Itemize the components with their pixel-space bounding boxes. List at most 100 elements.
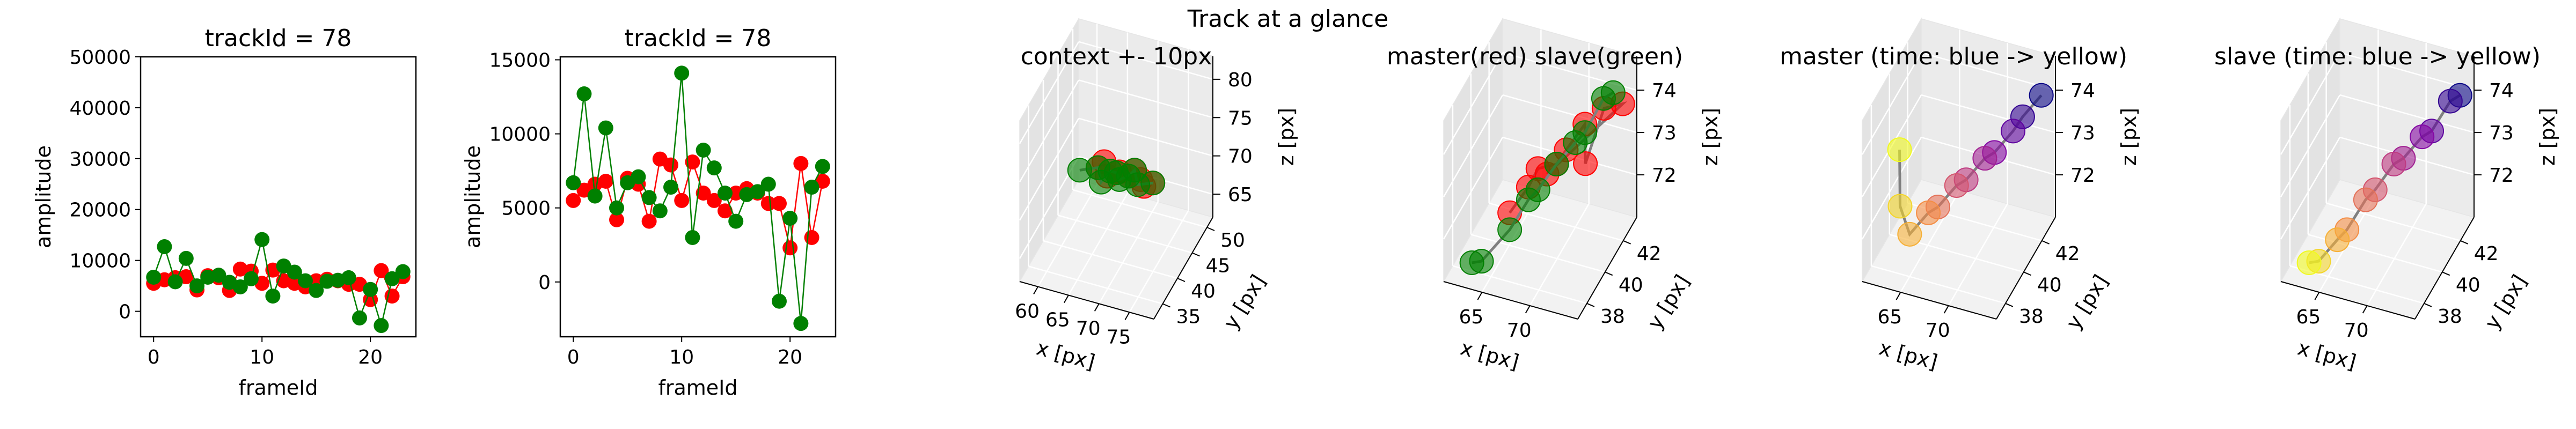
y-tick-label: 38 xyxy=(2019,306,2044,328)
y-tick xyxy=(2424,302,2432,307)
plot-frame xyxy=(559,56,837,338)
grid-line xyxy=(2326,202,2461,242)
x-tick-label: 65 xyxy=(2296,306,2321,328)
grid-line xyxy=(1019,41,1080,144)
data-point xyxy=(782,240,798,256)
side-pane xyxy=(1443,17,1503,283)
data-point xyxy=(641,213,657,229)
data-point xyxy=(1972,146,1997,171)
grid-line xyxy=(1019,118,1080,221)
y-tick xyxy=(2041,240,2050,245)
y-tick xyxy=(1586,302,1595,307)
x-tick-label: 0 xyxy=(148,346,160,368)
y-tick xyxy=(1623,240,1631,245)
data-point xyxy=(1572,120,1598,145)
x-tick-label: 60 xyxy=(1015,301,1040,323)
data-point xyxy=(641,190,657,205)
data-point xyxy=(566,175,581,190)
z-tick-label: 70 xyxy=(1228,146,1253,168)
z-tick-label: 74 xyxy=(1652,80,1677,102)
x-tick-label: 75 xyxy=(1107,326,1131,348)
z-tick-label: 73 xyxy=(2070,122,2095,144)
grid-line xyxy=(1058,214,1192,254)
data-point xyxy=(167,274,183,290)
y-tick-label: 20000 xyxy=(69,199,131,221)
data-point xyxy=(341,270,356,285)
x-tick xyxy=(2362,305,2368,314)
data-point xyxy=(2296,250,2322,275)
data-point xyxy=(804,230,819,245)
data-point xyxy=(717,186,733,201)
x-tick-label: 20 xyxy=(358,346,383,368)
data-point xyxy=(652,203,668,219)
data-point xyxy=(1497,217,1523,242)
data-point xyxy=(771,293,787,309)
y-tick xyxy=(1162,303,1170,308)
z-tick-label: 73 xyxy=(2489,122,2514,144)
data-point xyxy=(1544,151,1569,176)
x-tick xyxy=(1094,303,1100,312)
grid-line xyxy=(1078,41,1213,80)
z-tick-label: 74 xyxy=(2070,80,2095,102)
data-point xyxy=(2381,151,2406,176)
x-tick-label: 10 xyxy=(250,346,274,368)
data-point xyxy=(760,176,776,192)
amplitude-panel-2: trackId = 78 0 10 20 0 5000 10000 15000 frameId a… xyxy=(461,25,837,400)
x-tick-label: 0 xyxy=(567,346,580,368)
data-point xyxy=(309,283,324,298)
grid-line xyxy=(1921,94,2056,134)
data-point xyxy=(2029,83,2054,108)
data-point xyxy=(771,196,787,211)
figure-title: Track at a glance xyxy=(1187,5,1389,33)
grid-line xyxy=(1921,51,2056,91)
trajectory-line-1 xyxy=(1472,91,1614,264)
data-point xyxy=(374,318,389,334)
data-point xyxy=(232,279,248,294)
x-tick xyxy=(1477,292,1483,300)
grid-line xyxy=(1502,94,1637,134)
data-point xyxy=(189,278,205,294)
x-tick-label: 70 xyxy=(2344,320,2369,342)
grid-line xyxy=(2280,52,2341,155)
y-tick-label: 0 xyxy=(538,272,551,294)
panel-title: slave (time: blue -> yellow) xyxy=(2214,43,2541,70)
data-point xyxy=(717,203,733,219)
y-tick-label: 42 xyxy=(2474,243,2499,265)
x-tick xyxy=(1896,292,1901,300)
data-point xyxy=(1140,171,1166,196)
data-point xyxy=(1897,221,1922,247)
z-axis-label: z [px] xyxy=(1699,108,1722,166)
y-tick-label: 45 xyxy=(1206,255,1231,277)
z-tick-label: 75 xyxy=(1228,107,1253,129)
data-point xyxy=(265,289,281,304)
data-point xyxy=(2353,187,2378,212)
x-tick-label: 70 xyxy=(1076,317,1101,339)
data-point xyxy=(750,184,765,199)
x-tick-label: 70 xyxy=(1507,320,1532,342)
data-point xyxy=(728,213,744,229)
x-tick xyxy=(1033,286,1038,295)
data-point xyxy=(815,159,830,174)
data-point xyxy=(674,193,690,208)
x-tick-label: 65 xyxy=(1459,306,1484,328)
y-tick-label: 10000 xyxy=(489,124,551,146)
grid-line xyxy=(2280,137,2341,240)
x-axis-label: frameId xyxy=(238,376,318,400)
z-tick-label: 72 xyxy=(2070,165,2095,187)
data-point xyxy=(674,65,690,81)
data-point xyxy=(319,273,335,289)
data-point xyxy=(2001,119,2026,144)
plot-frame xyxy=(140,56,417,338)
y-tick xyxy=(2005,302,2014,307)
grid-line xyxy=(1019,79,1080,182)
data-point xyxy=(254,232,270,247)
panel-title: trackId = 78 xyxy=(205,25,352,52)
data-point xyxy=(1525,177,1550,202)
z-tick-label: 80 xyxy=(1228,69,1253,91)
data-point xyxy=(1944,173,1969,198)
z-axis-label: z [px] xyxy=(1275,108,1298,166)
z-axis-label: z [px] xyxy=(2117,108,2141,166)
side-pane xyxy=(2280,17,2340,283)
data-point xyxy=(576,86,592,102)
